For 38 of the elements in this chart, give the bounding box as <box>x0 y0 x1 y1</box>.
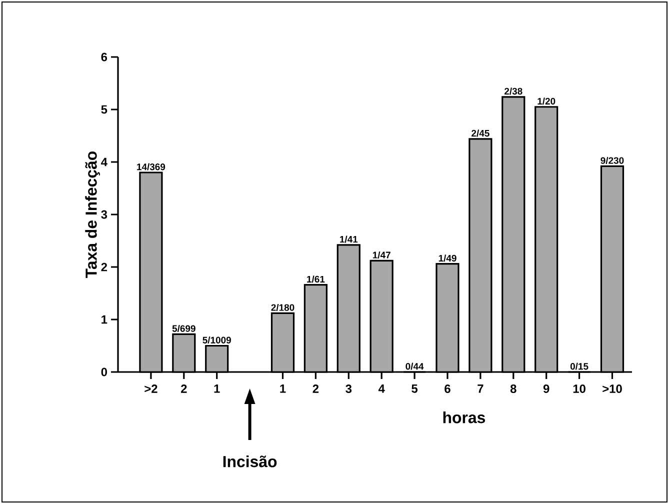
x-axis-title: horas <box>443 412 486 424</box>
x-tick-label: 3 <box>346 384 352 394</box>
y-tick-label: 5 <box>101 105 108 114</box>
text: Incisão <box>223 456 277 468</box>
y-tick-label: 1 <box>102 315 108 324</box>
y-tick-label: 4 <box>101 158 108 166</box>
data-label: 1/20 <box>538 98 556 105</box>
data-label: 14/369 <box>137 163 166 170</box>
x-tick-label: 8 <box>510 384 516 393</box>
x-tick-label: >2 <box>144 384 158 393</box>
data-label: 1/41 <box>340 236 358 243</box>
x-tick-label: 7 <box>478 384 484 393</box>
data-label: 5/1009 <box>202 336 231 344</box>
data-label: 2/180 <box>271 304 294 311</box>
data-label: 1/47 <box>372 251 390 258</box>
y-axis-title: Taxa de Infecção <box>85 152 100 278</box>
x-tick-label: 2 <box>312 384 319 393</box>
x-tick-label: 6 <box>444 384 450 393</box>
data-label: 9/230 <box>600 156 624 164</box>
y-tick-label: 2 <box>101 262 108 272</box>
y-tick-label: 6 <box>101 52 108 62</box>
data-label: 2/38 <box>504 88 522 95</box>
y-tick-label: 0 <box>101 368 107 376</box>
data-label: 1/61 <box>307 276 325 283</box>
data-label: 0/15 <box>570 362 588 370</box>
data-label: 1/49 <box>438 254 456 262</box>
x-tick-label: 10 <box>573 384 586 393</box>
x-tick-label: 5 <box>412 384 418 393</box>
data-label: 5/699 <box>172 324 196 332</box>
x-tick-label: 1 <box>280 384 286 393</box>
data-label: 2/45 <box>472 130 490 137</box>
x-tick-label: >10 <box>602 384 622 393</box>
x-tick-label: 9 <box>543 384 550 393</box>
x-tick-label: 4 <box>378 384 385 393</box>
x-tick-label: 1 <box>214 384 220 393</box>
y-tick-label: 3 <box>101 210 108 219</box>
data-label: 0/44 <box>406 362 424 370</box>
x-tick-label: 2 <box>180 384 187 393</box>
